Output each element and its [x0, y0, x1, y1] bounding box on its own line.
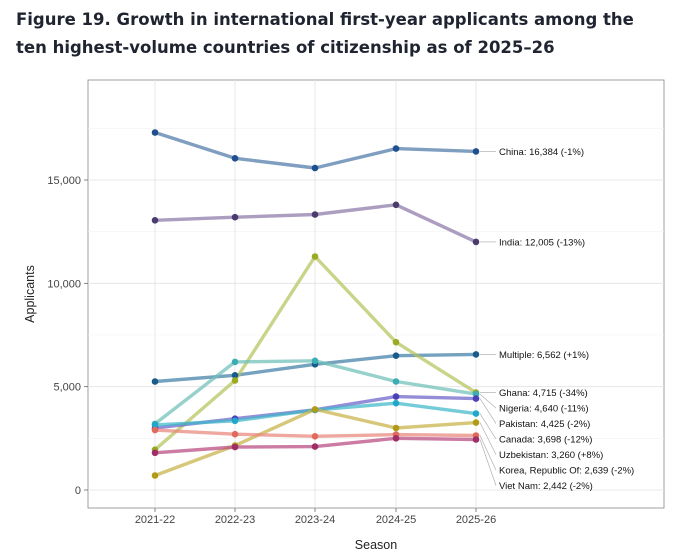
data-point-pakistan	[472, 395, 480, 402]
data-point-korea-republic-of	[311, 433, 319, 440]
data-point-ghana	[231, 377, 239, 384]
data-point-uzbekistan	[151, 472, 159, 479]
series-label-india: India: 12,005 (-13%)	[499, 237, 585, 248]
data-point-viet-nam	[231, 443, 239, 451]
data-point-multiple	[151, 378, 159, 385]
y-tick-label: 15,000	[47, 175, 81, 187]
data-point-canada	[231, 417, 239, 425]
y-axis-title: Applicants	[23, 265, 37, 323]
data-point-viet-nam	[472, 436, 480, 443]
data-point-india	[231, 213, 239, 221]
x-tick-label: 2021-22	[135, 514, 175, 526]
data-point-nigeria	[231, 358, 239, 366]
x-tick-label: 2023-24	[295, 514, 335, 526]
data-point-china	[472, 148, 480, 155]
series-label-korea-republic-of: Korea, Republic Of: 2,639 (-2%)	[499, 466, 634, 477]
x-tick-label: 2024-25	[376, 514, 416, 526]
x-tick-label: 2025-26	[456, 514, 496, 526]
data-point-uzbekistan	[311, 406, 319, 413]
data-point-india	[392, 201, 400, 209]
leader-line-viet-nam	[479, 439, 497, 486]
series-labels: China: 16,384 (-1%) India: 12,005 (-13%) M…	[499, 147, 634, 492]
series-label-pakistan: Pakistan: 4,425 (-2%)	[499, 419, 590, 430]
data-point-uzbekistan	[472, 419, 480, 426]
label-leader-lines	[479, 151, 497, 486]
data-point-nigeria	[311, 357, 319, 365]
leader-line-nigeria	[479, 393, 497, 409]
leader-line-korea-republic-of	[479, 435, 497, 471]
data-point-ghana	[311, 253, 319, 260]
leader-line-pakistan	[479, 398, 497, 424]
data-point-multiple	[472, 351, 480, 358]
series-label-uzbekistan: Uzbekistan: 3,260 (+8%)	[499, 450, 603, 461]
series-label-viet-nam: Viet Nam: 2,442 (-2%)	[499, 481, 593, 492]
y-tick-label: 0	[75, 485, 81, 497]
y-tick-label: 10,000	[47, 278, 81, 290]
series-label-ghana: Ghana: 4,715 (-34%)	[499, 388, 588, 399]
data-point-ghana	[392, 338, 400, 346]
data-point-canada	[151, 421, 159, 429]
data-point-viet-nam	[151, 449, 159, 457]
data-point-india	[472, 238, 480, 246]
series-label-nigeria: Nigeria: 4,640 (-11%)	[499, 404, 589, 415]
data-point-multiple	[392, 352, 400, 360]
data-point-viet-nam	[392, 435, 400, 442]
y-tick-label: 5,000	[53, 382, 81, 394]
leader-line-uzbekistan	[479, 422, 497, 455]
data-point-china	[311, 164, 319, 172]
x-tick-label: 2022-23	[215, 514, 255, 526]
x-axis-title: Season	[355, 538, 397, 552]
data-point-nigeria	[392, 378, 400, 385]
data-point-viet-nam	[311, 443, 319, 450]
data-point-india	[151, 217, 159, 224]
data-point-china	[392, 145, 400, 152]
x-axis-ticks: 2021-22 2022-23 2023-24 2024-25 2025-26	[135, 508, 496, 526]
data-point-canada	[392, 399, 400, 407]
figure-title: Figure 19. Growth in international first…	[16, 10, 634, 57]
data-point-uzbekistan	[392, 424, 400, 432]
data-point-multiple	[231, 372, 239, 379]
data-point-canada	[472, 410, 480, 417]
data-point-india	[311, 211, 319, 218]
series-label-china: China: 16,384 (-1%)	[499, 147, 584, 158]
leader-line-canada	[479, 413, 497, 440]
series-points	[151, 129, 480, 479]
data-point-china	[231, 155, 239, 162]
data-point-china	[151, 129, 159, 136]
data-point-korea-republic-of	[231, 430, 239, 438]
series-label-canada: Canada: 3,698 (-12%)	[499, 435, 592, 446]
y-axis-ticks: 0 5,000 10,000 15,000	[47, 175, 88, 497]
data-point-pakistan	[392, 393, 400, 400]
series-label-multiple: Multiple: 6,562 (+1%)	[499, 350, 589, 361]
data-point-korea-republic-of	[151, 426, 159, 434]
